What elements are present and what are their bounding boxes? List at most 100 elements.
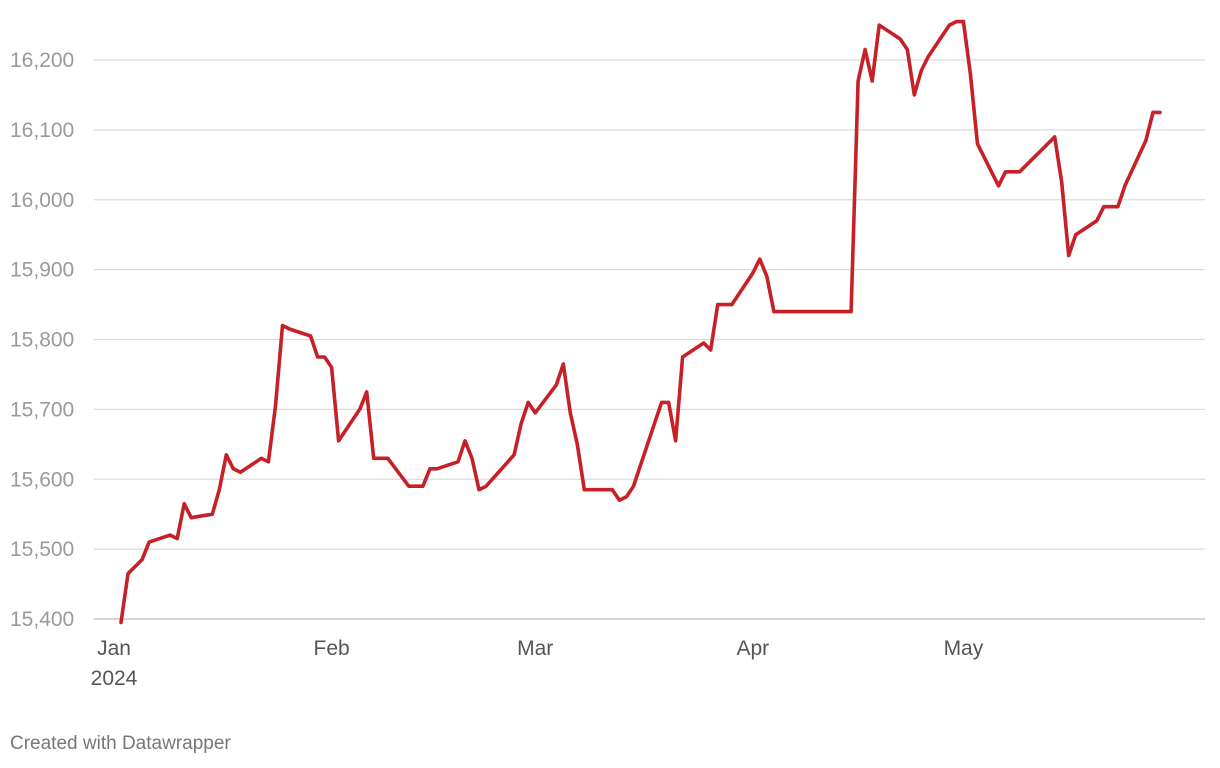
data-point [750, 270, 756, 276]
data-point [336, 438, 342, 444]
x-tick-label: Mar [517, 637, 553, 660]
data-point [1115, 204, 1121, 210]
data-point [308, 333, 314, 339]
data-point [1108, 204, 1114, 210]
y-tick-label: 16,100 [10, 119, 74, 142]
data-point [315, 354, 321, 360]
data-point [862, 47, 868, 53]
data-point [420, 483, 426, 489]
data-point [701, 340, 707, 346]
data-point [532, 410, 538, 416]
data-point [1010, 169, 1016, 175]
data-point [967, 71, 973, 77]
data-point [364, 389, 370, 395]
data-point [616, 497, 622, 503]
data-point [560, 361, 566, 367]
data-point [624, 494, 630, 500]
data-point [174, 536, 180, 542]
data-point [188, 515, 194, 521]
x-tick-label: Jan [97, 637, 131, 660]
data-point [996, 183, 1002, 189]
data-point [911, 92, 917, 98]
x-axis: Jan 2024 Feb Mar Apr May [91, 637, 984, 690]
y-tick-label: 15,600 [10, 468, 74, 491]
data-point [223, 452, 229, 458]
data-point [904, 47, 910, 53]
x-tick-label: Feb [314, 637, 350, 660]
data-point [574, 441, 580, 447]
data-point [462, 438, 468, 444]
y-tick-label: 15,900 [10, 259, 74, 282]
data-point [1122, 183, 1128, 189]
data-point [469, 455, 475, 461]
data-point [897, 36, 903, 42]
data-point [581, 487, 587, 493]
data-point [715, 302, 721, 308]
x-tick-sublabel: 2024 [91, 667, 138, 690]
data-point [455, 459, 461, 465]
data-point [427, 466, 433, 472]
data-point [125, 571, 131, 577]
data-point [659, 399, 665, 405]
gridlines [94, 59, 1205, 620]
data-point [371, 455, 377, 461]
data-point [209, 511, 215, 517]
data-point [230, 466, 236, 472]
data-point [778, 309, 784, 315]
data-point [975, 141, 981, 147]
x-tick-label: Apr [736, 637, 769, 660]
data-point [280, 323, 286, 329]
data-point [216, 487, 222, 493]
data-point [918, 68, 924, 74]
y-tick-label: 15,800 [10, 329, 74, 352]
data-point [771, 309, 777, 315]
data-point [258, 455, 264, 461]
data-point [953, 19, 959, 25]
data-point [139, 557, 145, 563]
data-point [1073, 232, 1079, 238]
data-point [729, 302, 735, 308]
data-point [1066, 253, 1072, 259]
data-point [181, 501, 187, 507]
data-point [757, 256, 763, 262]
data-point [631, 483, 637, 489]
data-point [1101, 204, 1107, 210]
data-point [666, 399, 672, 405]
data-point [237, 469, 243, 475]
data-point [1157, 109, 1163, 115]
x-tick-label: May [944, 637, 984, 660]
data-point [553, 382, 559, 388]
data-point [511, 452, 517, 458]
data-point [265, 459, 271, 465]
data-point [1052, 134, 1058, 140]
data-point [1143, 137, 1149, 143]
data-point [434, 466, 440, 472]
data-point [118, 620, 124, 626]
data-point [680, 354, 686, 360]
data-point [1094, 218, 1100, 224]
data-point [925, 54, 931, 60]
series-layer [118, 19, 1163, 626]
y-axis: 15,400 15,500 15,600 15,700 15,800 15,900 16,0… [10, 49, 74, 631]
data-point [322, 354, 328, 360]
y-tick-label: 16,000 [10, 189, 74, 212]
footer-credit: Created with Datawrapper [10, 733, 231, 754]
series-line [119, 19, 1162, 625]
data-point [167, 532, 173, 538]
data-point [287, 326, 293, 332]
data-point [869, 78, 875, 84]
data-point [1059, 179, 1065, 185]
y-tick-label: 15,400 [10, 608, 74, 631]
data-point [146, 539, 152, 545]
y-tick-label: 16,200 [10, 49, 74, 72]
data-point [476, 487, 482, 493]
data-point [1017, 169, 1023, 175]
y-tick-label: 15,500 [10, 538, 74, 561]
data-point [1003, 169, 1009, 175]
data-point [273, 403, 279, 409]
data-point [652, 420, 658, 426]
data-point [708, 347, 714, 353]
data-point [609, 487, 615, 493]
data-point [764, 274, 770, 280]
data-point [483, 483, 489, 489]
